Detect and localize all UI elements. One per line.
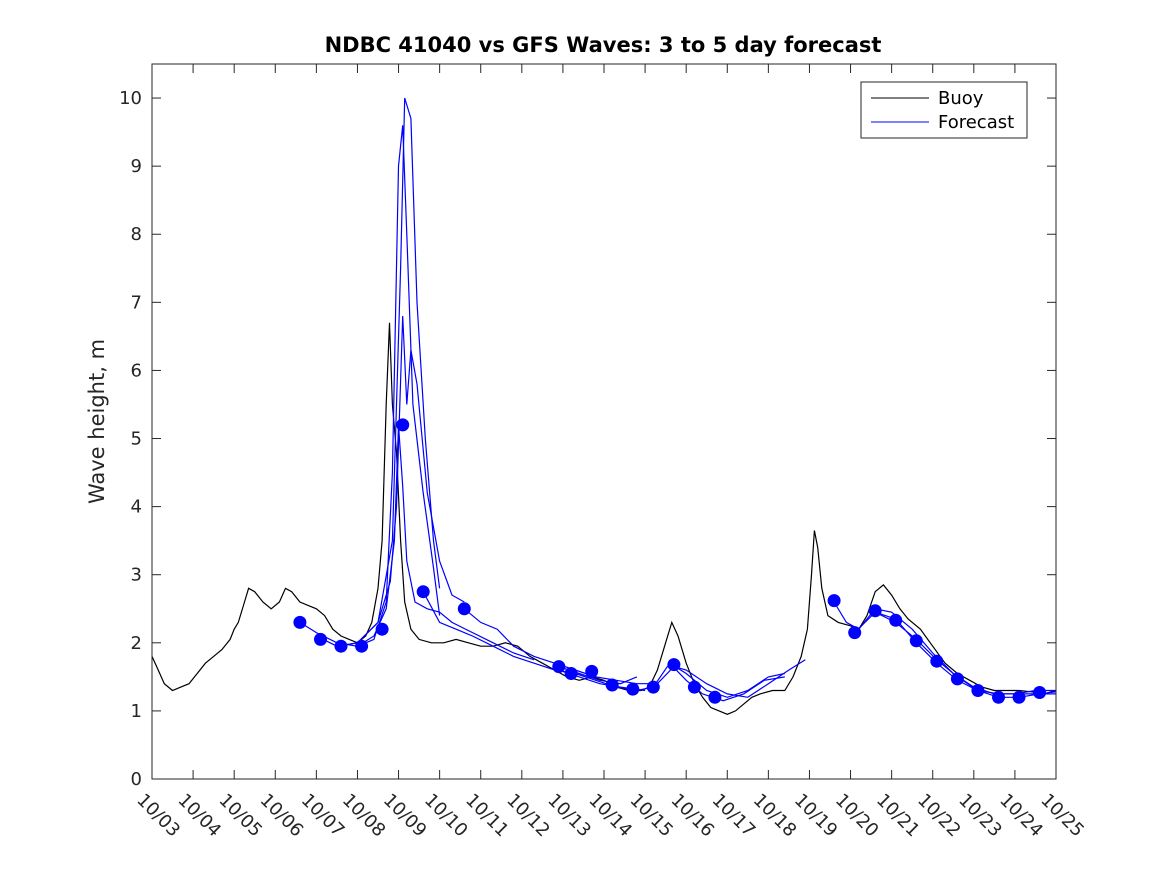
x-tick-label: 10/12 (502, 790, 554, 842)
forecast-marker (687, 680, 701, 694)
forecast-marker (667, 658, 681, 672)
forecast-line-1 (299, 125, 441, 647)
forecast-marker (909, 634, 923, 648)
legend: Buoy Forecast (860, 81, 1028, 139)
forecast-marker (1012, 690, 1026, 704)
x-tick-label: 10/17 (708, 790, 760, 842)
forecast-marker (889, 613, 903, 627)
forecast-line-12 (875, 611, 1056, 695)
x-tick-label: 10/10 (420, 790, 472, 842)
forecast-marker (334, 639, 348, 653)
forecast-marker (626, 682, 640, 696)
x-tick-label: 10/13 (543, 790, 595, 842)
y-tick-label: 8 (131, 224, 142, 245)
forecast-marker (552, 660, 566, 674)
y-tick-label: 1 (131, 701, 142, 722)
x-tick-label: 10/25 (1036, 790, 1088, 842)
forecast-line-2 (316, 97, 441, 647)
x-tick-label: 10/14 (584, 790, 636, 842)
forecast-line-4 (357, 424, 535, 661)
x-tick-label: 10/05 (215, 790, 267, 842)
x-tick-label: 10/08 (338, 790, 390, 842)
x-tick-label: 10/22 (913, 790, 965, 842)
x-tick-label: 10/20 (831, 790, 883, 842)
x-tick-label: 10/07 (297, 790, 349, 842)
forecast-marker (848, 626, 862, 640)
x-tick-label: 10/18 (749, 790, 801, 842)
forecast-marker (992, 690, 1005, 704)
y-tick-label: 7 (131, 292, 142, 313)
forecast-line-9 (669, 662, 785, 702)
forecast-marker (930, 654, 944, 668)
x-tick-label: 10/06 (256, 790, 308, 842)
forecast-marker (355, 639, 369, 653)
plot-area (151, 97, 1057, 715)
y-tick-label: 9 (131, 156, 142, 177)
forecast-marker (1033, 686, 1047, 699)
forecast-marker (708, 690, 722, 704)
forecast-marker (396, 418, 410, 432)
buoy-series-line (151, 322, 1057, 715)
forecast-marker (827, 594, 841, 608)
y-tick-label: 10 (119, 88, 142, 109)
y-axis-label: Wave height, m (85, 339, 109, 504)
legend-buoy-label: Buoy (938, 88, 984, 109)
forecast-marker (971, 684, 985, 697)
y-axis: 0 1 2 3 4 5 6 7 8 9 10 (119, 88, 1056, 790)
chart-title: NDBC 41040 vs GFS Waves: 3 to 5 day fore… (325, 33, 882, 57)
x-tick-label: 10/24 (995, 790, 1047, 842)
forecast-marker (314, 632, 327, 646)
forecast-marker (375, 622, 389, 636)
y-tick-label: 5 (131, 429, 142, 450)
x-tick-label: 10/19 (790, 790, 842, 842)
forecast-marker (646, 680, 660, 694)
y-tick-label: 0 (131, 769, 142, 790)
x-tick-label: 10/15 (626, 790, 678, 842)
y-tick-label: 4 (131, 497, 142, 518)
y-tick-label: 2 (131, 633, 142, 654)
x-axis: 10/0310/0410/0510/0610/0710/0810/0910/10… (132, 64, 1088, 841)
forecast-marker (950, 672, 964, 686)
x-tick-label: 10/16 (667, 790, 719, 842)
plot-frame (151, 63, 1057, 780)
forecast-line-3 (336, 315, 465, 647)
forecast-marker (585, 664, 599, 678)
forecast-line-6 (463, 608, 806, 698)
x-tick-label: 10/03 (132, 790, 184, 842)
x-tick-label: 10/21 (872, 790, 924, 842)
forecast-marker (868, 604, 882, 618)
legend-box (860, 81, 1028, 139)
legend-forecast-label: Forecast (938, 112, 1014, 133)
x-tick-label: 10/09 (379, 790, 431, 842)
x-tick-label: 10/23 (954, 790, 1006, 842)
forecast-marker (457, 602, 471, 616)
y-tick-label: 6 (131, 360, 142, 381)
forecast-marker (605, 678, 619, 692)
y-tick-label: 3 (131, 565, 142, 586)
forecast-marker (564, 667, 578, 680)
forecast-marker (293, 615, 307, 629)
forecast-marker (416, 585, 430, 599)
x-tick-label: 10/04 (174, 790, 226, 842)
x-tick-label: 10/11 (461, 790, 513, 842)
